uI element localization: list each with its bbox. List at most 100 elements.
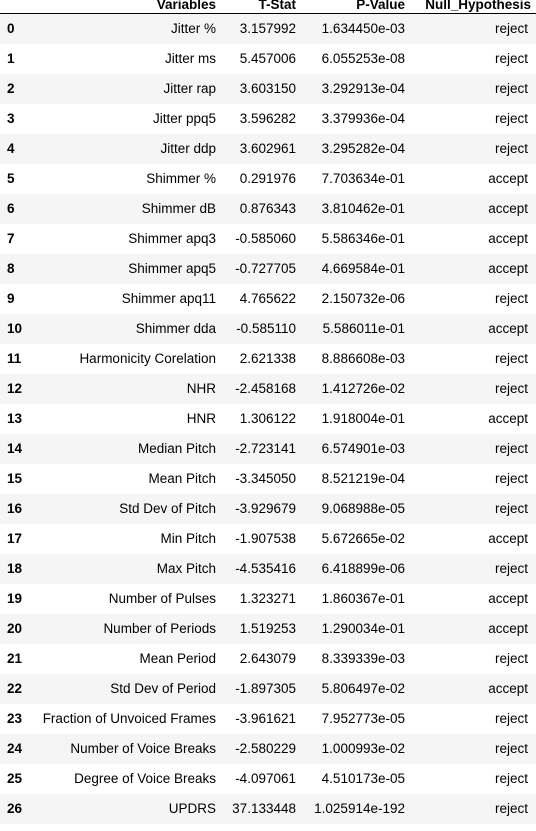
cell-p-value: 1.634450e-03 bbox=[321, 21, 405, 37]
cell-variable: Jitter ddp bbox=[160, 141, 216, 156]
row-index: 1 bbox=[7, 51, 15, 66]
table-row: 0 Jitter % 3.157992 1.634450e-03 reject bbox=[0, 13, 536, 44]
cell-null-hypothesis: reject bbox=[494, 381, 528, 396]
cell-p-value: 5.586011e-01 bbox=[322, 321, 405, 336]
cell-t-stat: -4.097061 bbox=[235, 771, 296, 786]
row-index: 23 bbox=[7, 711, 23, 726]
table-row: 7 Shimmer apq3 -0.585060 5.586346e-01 accept bbox=[0, 223, 536, 254]
cell-p-value: 5.672665e-02 bbox=[321, 531, 405, 546]
cell-variable: Mean Period bbox=[139, 651, 216, 666]
cell-null-hypothesis: accept bbox=[488, 261, 528, 276]
cell-t-stat: 1.323271 bbox=[239, 591, 296, 606]
table-row: 19 Number of Pulses 1.323271 1.860367e-01 ac… bbox=[0, 583, 536, 614]
cell-t-stat: -3.345050 bbox=[235, 471, 296, 486]
cell-p-value: 7.952773e-05 bbox=[321, 711, 405, 726]
row-index: 26 bbox=[7, 801, 23, 816]
cell-t-stat: 1.519253 bbox=[239, 621, 296, 636]
row-index: 24 bbox=[7, 741, 23, 756]
cell-variable: Median Pitch bbox=[137, 441, 216, 456]
cell-t-stat: 4.765622 bbox=[239, 291, 296, 306]
row-index: 5 bbox=[7, 171, 15, 186]
cell-t-stat: -3.961621 bbox=[235, 711, 296, 726]
row-index: 10 bbox=[7, 321, 23, 336]
cell-p-value: 3.810462e-01 bbox=[321, 201, 405, 216]
table-header: Variables T-Stat P-Value Null_Hypothesis bbox=[0, 0, 536, 14]
cell-variable: Shimmer apq5 bbox=[128, 261, 216, 276]
cell-t-stat: -0.727705 bbox=[235, 261, 296, 276]
cell-variable: Jitter rap bbox=[163, 81, 216, 96]
cell-t-stat: -1.897305 bbox=[235, 681, 296, 696]
cell-variable: HNR bbox=[186, 411, 216, 426]
cell-variable: Shimmer % bbox=[146, 171, 216, 186]
cell-t-stat: -4.535416 bbox=[235, 561, 296, 576]
cell-null-hypothesis: reject bbox=[494, 651, 528, 666]
cell-p-value: 9.068988e-05 bbox=[321, 501, 405, 516]
cell-null-hypothesis: reject bbox=[494, 21, 528, 37]
header-p-value: P-Value bbox=[301, 0, 410, 14]
cell-null-hypothesis: reject bbox=[494, 51, 528, 66]
cell-variable: Shimmer dB bbox=[141, 201, 216, 216]
cell-t-stat: 3.596282 bbox=[239, 111, 296, 126]
table-row: 26 UPDRS 37.133448 1.025914e-192 reject bbox=[0, 793, 536, 824]
row-index: 11 bbox=[7, 351, 22, 366]
cell-p-value: 3.292913e-04 bbox=[321, 81, 405, 96]
cell-t-stat: -3.929679 bbox=[235, 501, 296, 516]
cell-t-stat: 1.306122 bbox=[239, 411, 296, 426]
cell-t-stat: 5.457006 bbox=[239, 51, 296, 66]
table-row: 6 Shimmer dB 0.876343 3.810462e-01 accept bbox=[0, 193, 536, 224]
cell-null-hypothesis: accept bbox=[488, 321, 528, 336]
cell-null-hypothesis: reject bbox=[494, 141, 528, 156]
row-index: 19 bbox=[7, 591, 23, 606]
table-row: 3 Jitter ppq5 3.596282 3.379936e-04 reject bbox=[0, 103, 536, 134]
cell-p-value: 1.000993e-02 bbox=[321, 741, 405, 756]
table-row: 24 Number of Voice Breaks -2.580229 1.00099… bbox=[0, 733, 536, 764]
cell-variable: Degree of Voice Breaks bbox=[74, 771, 216, 786]
row-index: 21 bbox=[7, 651, 23, 666]
table-row: 14 Median Pitch -2.723141 6.574901e-03 rejec… bbox=[0, 433, 536, 464]
cell-p-value: 4.669584e-01 bbox=[321, 261, 405, 276]
cell-p-value: 1.860367e-01 bbox=[321, 591, 405, 606]
table-body: 0 Jitter % 3.157992 1.634450e-03 reject 1 Jitt… bbox=[0, 13, 536, 824]
row-index: 20 bbox=[7, 621, 23, 636]
cell-p-value: 5.586346e-01 bbox=[321, 231, 405, 246]
cell-t-stat: 3.157992 bbox=[239, 21, 296, 37]
row-index: 7 bbox=[7, 231, 15, 246]
cell-p-value: 1.025914e-192 bbox=[314, 801, 405, 816]
header-index bbox=[0, 0, 30, 14]
row-index: 18 bbox=[7, 561, 23, 576]
cell-null-hypothesis: accept bbox=[488, 531, 528, 546]
table-row: 2 Jitter rap 3.603150 3.292913e-04 reject bbox=[0, 73, 536, 104]
cell-variable: Harmonicity Corelation bbox=[79, 351, 216, 366]
cell-p-value: 7.703634e-01 bbox=[321, 171, 405, 186]
cell-null-hypothesis: reject bbox=[494, 471, 528, 486]
cell-t-stat: -2.723141 bbox=[235, 441, 296, 456]
cell-t-stat: 3.602961 bbox=[239, 141, 296, 156]
header-null-hypothesis: Null_Hypothesis bbox=[410, 0, 536, 14]
table-row: 21 Mean Period 2.643079 8.339339e-03 reject bbox=[0, 643, 536, 674]
cell-variable: Std Dev of Period bbox=[110, 681, 216, 696]
cell-variable: Jitter ppq5 bbox=[152, 111, 216, 126]
row-index: 3 bbox=[7, 111, 15, 126]
cell-t-stat: -0.585060 bbox=[235, 231, 296, 246]
cell-null-hypothesis: reject bbox=[494, 711, 528, 726]
cell-p-value: 8.339339e-03 bbox=[321, 651, 405, 666]
cell-null-hypothesis: reject bbox=[494, 81, 528, 96]
table-row: 16 Std Dev of Pitch -3.929679 9.068988e-05 r… bbox=[0, 493, 536, 524]
cell-t-stat: 2.621338 bbox=[239, 351, 296, 366]
row-index: 2 bbox=[7, 81, 15, 96]
cell-variable: Jitter % bbox=[170, 21, 216, 37]
cell-null-hypothesis: accept bbox=[488, 621, 528, 636]
cell-variable: Shimmer apq3 bbox=[128, 231, 216, 246]
table-row: 20 Number of Periods 1.519253 1.290034e-01 a… bbox=[0, 613, 536, 644]
row-index: 8 bbox=[7, 261, 15, 276]
cell-variable: Max Pitch bbox=[156, 561, 216, 576]
row-index: 9 bbox=[7, 291, 15, 306]
cell-null-hypothesis: reject bbox=[494, 501, 528, 516]
table-row: 4 Jitter ddp 3.602961 3.295282e-04 reject bbox=[0, 133, 536, 164]
header-row: Variables T-Stat P-Value Null_Hypothesis bbox=[0, 0, 536, 14]
table-row: 9 Shimmer apq11 4.765622 2.150732e-06 reject bbox=[0, 283, 536, 314]
cell-variable: NHR bbox=[186, 381, 216, 396]
cell-t-stat: -1.907538 bbox=[235, 531, 296, 546]
cell-null-hypothesis: accept bbox=[488, 231, 528, 246]
table-row: 11 Harmonicity Corelation 2.621338 8.886608… bbox=[0, 343, 536, 374]
